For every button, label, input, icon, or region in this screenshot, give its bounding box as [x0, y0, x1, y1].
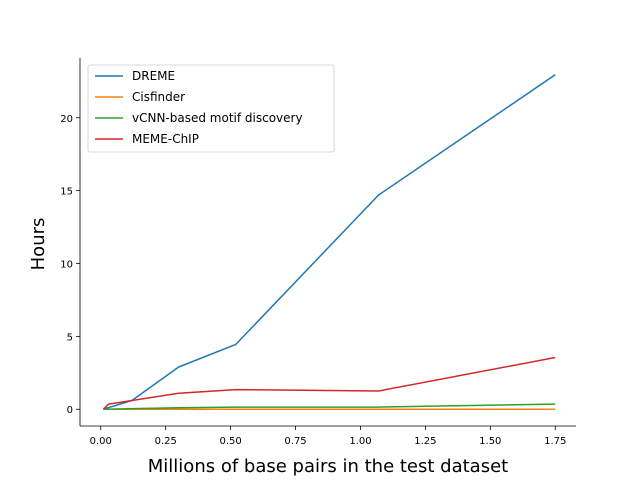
- y-tick-label: 0: [67, 405, 73, 416]
- x-tick-label: 0.25: [155, 436, 177, 447]
- plot-lines: [102, 74, 556, 410]
- series-line-vcnn-based-motif-discovery: [103, 403, 556, 410]
- x-tick-label: 0.50: [219, 436, 241, 447]
- legend-label: DREME: [132, 69, 175, 83]
- y-tick-label: 15: [60, 187, 73, 198]
- y-tick-label: 5: [67, 332, 73, 343]
- x-tick-label: 1.75: [544, 436, 566, 447]
- x-axis-label: Millions of base pairs in the test datas…: [148, 456, 508, 477]
- y-tick-label: 20: [60, 114, 73, 125]
- y-axis-label: Hours: [28, 218, 49, 271]
- legend: DREME Cisfinder vCNN-based motif discovery…: [87, 64, 335, 153]
- y-tick-label: 10: [60, 259, 73, 270]
- legend-label: vCNN-based motif discovery: [132, 111, 303, 125]
- x-tick-label: 1.25: [414, 436, 436, 447]
- x-tick-label: 0.00: [90, 436, 112, 447]
- axes: 0.00 0.25 0.50 0.75 1.00 1.25 1.50 1.75 0 5 10 15 2…: [60, 58, 576, 447]
- series-line-meme-chip: [102, 356, 556, 410]
- legend-label: Cisfinder: [132, 90, 185, 104]
- legend-label: MEME-ChIP: [132, 132, 199, 146]
- legend-frame: [87, 64, 335, 153]
- x-tick-label: 0.75: [284, 436, 306, 447]
- y-ticks: 0 5 10 15 20: [60, 114, 80, 416]
- x-tick-label: 1.50: [479, 436, 501, 447]
- x-tick-label: 1.00: [349, 436, 371, 447]
- x-ticks: 0.00 0.25 0.50 0.75 1.00 1.25 1.50 1.75: [90, 426, 566, 447]
